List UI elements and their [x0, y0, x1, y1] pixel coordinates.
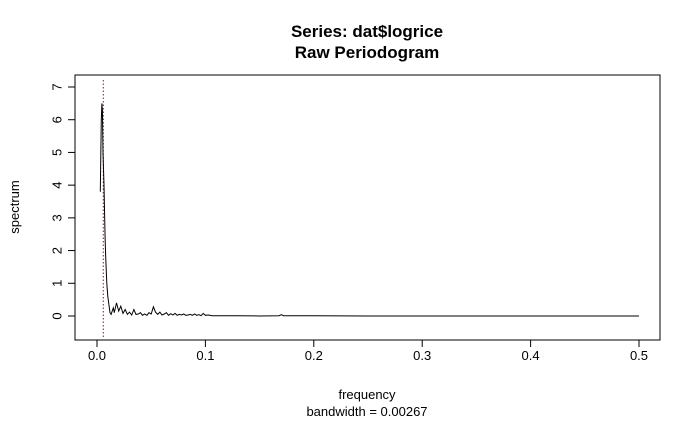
x-tick-label: 0.0 — [88, 348, 106, 363]
x-axis-label: frequency — [338, 387, 396, 402]
x-tick-label: 0.5 — [630, 348, 648, 363]
y-tick-label: 0 — [50, 312, 65, 319]
x-axis-sublabel: bandwidth = 0.00267 — [306, 404, 427, 419]
x-tick-label: 0.3 — [413, 348, 431, 363]
y-tick-label: 5 — [50, 149, 65, 156]
plot-frame — [74, 74, 661, 341]
y-tick-label: 1 — [50, 280, 65, 287]
x-axis: 0.0 0.1 0.2 0.3 0.4 0.5 — [88, 339, 648, 363]
chart-title: Series: dat$logrice — [291, 22, 443, 41]
y-tick-label: 3 — [50, 214, 65, 221]
y-axis: 0 1 2 3 4 5 6 7 — [50, 83, 76, 320]
y-tick-label: 4 — [50, 182, 65, 189]
y-tick-label: 6 — [50, 116, 65, 123]
x-tick-label: 0.2 — [305, 348, 323, 363]
x-tick-label: 0.4 — [522, 348, 540, 363]
y-tick-label: 7 — [50, 83, 65, 90]
chart-subtitle: Raw Periodogram — [295, 43, 440, 62]
y-axis-label: spectrum — [7, 180, 22, 233]
x-tick-label: 0.1 — [196, 348, 214, 363]
spectrum-line — [99, 103, 639, 317]
y-tick-label: 2 — [50, 247, 65, 254]
